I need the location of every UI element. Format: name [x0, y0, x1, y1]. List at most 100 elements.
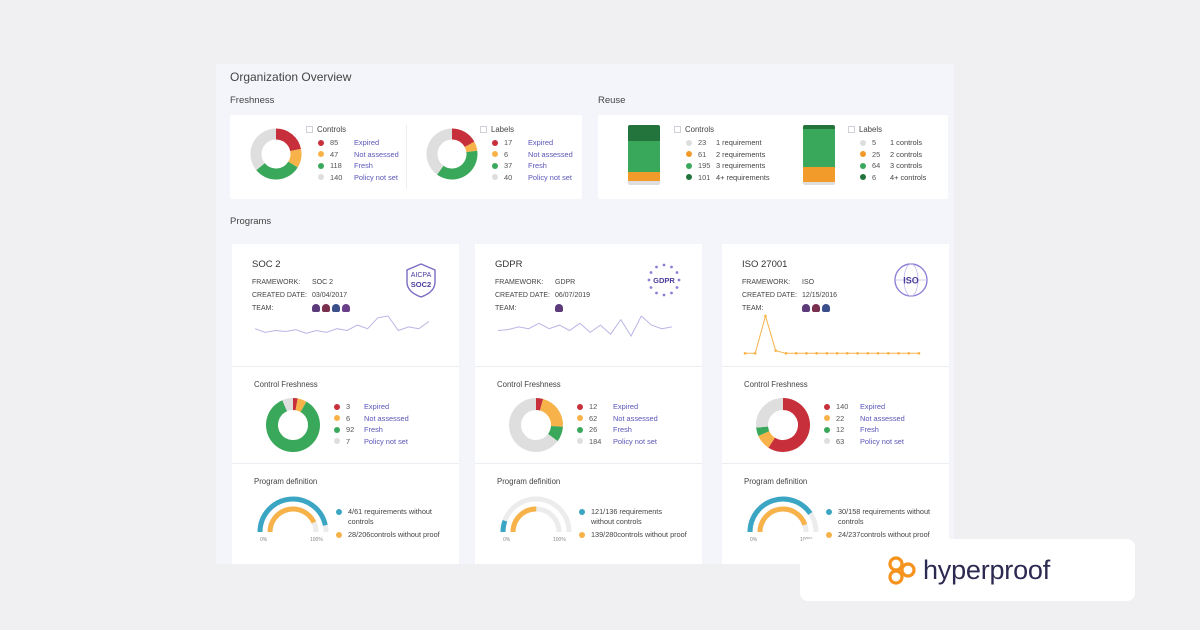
legend-dot — [334, 415, 340, 422]
team-avatar[interactable] — [812, 304, 820, 312]
legend-item[interactable]: 6 Not assessed — [334, 413, 409, 425]
legend-item[interactable]: 140 Expired — [824, 401, 905, 413]
legend-item[interactable]: 25 2 controls — [860, 149, 926, 161]
legend-label: Policy not set — [364, 436, 408, 446]
legend-item[interactable]: 5 1 controls — [860, 137, 926, 149]
legend-item-proof[interactable]: 139/280controls without proof — [579, 530, 687, 540]
legend-label: Policy not set — [528, 172, 572, 182]
legend-item[interactable]: 101 4+ requirements — [686, 172, 770, 184]
team-avatar[interactable] — [312, 304, 320, 312]
program-meta: FRAMEWORK: ISO CREATED DATE: 12/15/2016 TE… — [742, 276, 837, 315]
program-title[interactable]: ISO 27001 — [742, 259, 788, 270]
legend-item[interactable]: 6 Not assessed — [492, 149, 573, 161]
legend-item[interactable]: 85 Expired — [318, 137, 399, 149]
team-avatar[interactable] — [802, 304, 810, 312]
controls-freshness-donut — [250, 128, 302, 180]
trend-point — [866, 352, 870, 355]
legend-item[interactable]: 26 Fresh — [577, 424, 658, 436]
legend-item[interactable]: 92 Fresh — [334, 424, 409, 436]
legend-dot — [334, 438, 340, 445]
legend-dot — [860, 162, 866, 169]
team-avatar[interactable] — [555, 304, 563, 312]
legend-item[interactable]: 7 Policy not set — [334, 436, 409, 448]
legend-label: 3 controls — [890, 161, 923, 170]
legend-label: Not assessed — [364, 413, 409, 423]
legend-item[interactable]: 22 Not assessed — [824, 413, 905, 425]
trend-point — [815, 352, 818, 355]
programs-section-label: Programs — [230, 216, 272, 227]
checkbox-icon[interactable] — [480, 126, 487, 133]
legend-label: Fresh — [354, 161, 373, 170]
legend-item[interactable]: 140 Policy not set — [318, 172, 399, 184]
legend-item[interactable]: 61 2 requirements — [686, 149, 770, 161]
legend-item[interactable]: 62 Not assessed — [577, 413, 658, 425]
donut-slice-not-assessed — [295, 398, 307, 413]
proof-gauge-fill — [757, 506, 808, 533]
legend-label: 2 requirements — [716, 149, 766, 159]
legend-item[interactable]: 12 Expired — [577, 401, 658, 413]
legend-item-requirements[interactable]: 121/136 requirements without controls — [579, 507, 687, 527]
legend-item[interactable]: 40 Policy not set — [492, 172, 573, 184]
program-title[interactable]: SOC 2 — [252, 259, 281, 270]
legend-item-proof[interactable]: 28/206controls without proof — [336, 530, 444, 540]
legend-item[interactable]: 63 Policy not set — [824, 436, 905, 448]
checkbox-icon[interactable] — [306, 126, 313, 133]
legend-item[interactable]: 6 4+ controls — [860, 172, 926, 184]
stack-segment-1 — [803, 125, 835, 129]
legend-dot — [579, 509, 585, 515]
control-freshness-donut — [756, 398, 810, 452]
program-definition-title: Program definition — [254, 477, 318, 486]
checkbox-icon[interactable] — [674, 126, 681, 133]
program-card-iso-27001[interactable]: ISO 27001 ISO FRAMEWORK: ISO CREATED DATE… — [722, 244, 949, 564]
legend-item[interactable]: 3 Expired — [334, 401, 409, 413]
donut-slice-policy-not-set — [282, 398, 294, 412]
legend-item-requirements[interactable]: 30/158 requirements without controls — [826, 507, 934, 527]
legend-value: 118 — [330, 161, 342, 170]
team-avatar[interactable] — [332, 304, 340, 312]
trend-point — [753, 352, 757, 355]
legend-value: 6 — [872, 172, 877, 182]
program-definition-title: Program definition — [497, 477, 561, 486]
trend-point — [764, 314, 767, 318]
legend-item[interactable]: 195 3 requirements — [686, 160, 770, 172]
legend-item-requirements[interactable]: 4/61 requirements without controls — [336, 507, 444, 527]
program-title[interactable]: GDPR — [495, 259, 523, 270]
program-definition-gauge — [257, 496, 329, 533]
proof-text: 28/206controls without proof — [348, 530, 440, 539]
legend-item[interactable]: 47 Not assessed — [318, 149, 399, 161]
legend-item-proof[interactable]: 24/237controls without proof — [826, 530, 934, 540]
legend-value: 6 — [504, 149, 509, 159]
created-key: CREATED DATE: — [742, 292, 797, 299]
control-freshness-legend: 140 Expired 22 Not assessed 12 Fresh 63 Policy … — [824, 401, 905, 447]
legend-item[interactable]: 184 Policy not set — [577, 436, 658, 448]
donut-slice-fresh — [266, 400, 320, 452]
svg-text:GDPR: GDPR — [653, 276, 675, 285]
program-card-gdpr[interactable]: GDPR GDPR FRAMEWORK: GDPR CREATED DATE: 06… — [475, 244, 702, 564]
legend-item[interactable]: 17 Expired — [492, 137, 573, 149]
team-avatar[interactable] — [822, 304, 830, 312]
trend-point — [856, 352, 859, 355]
legend-item[interactable]: 64 3 controls — [860, 160, 926, 172]
donut-slice-policy-not-set — [756, 398, 784, 428]
trend-point — [825, 352, 829, 355]
team-avatars — [802, 302, 830, 315]
program-card-soc-2[interactable]: SOC 2 AICPA SOC2 FRAMEWORK: SOC 2 CREATED … — [232, 244, 459, 564]
team-avatar[interactable] — [342, 304, 350, 312]
legend-dot — [686, 151, 692, 158]
team-avatar[interactable] — [322, 304, 330, 312]
stack-segment-1 — [628, 125, 660, 141]
legend-item[interactable]: 23 1 requirement — [686, 137, 770, 149]
legend-dot — [826, 532, 832, 538]
legend-item[interactable]: 37 Fresh — [492, 160, 573, 172]
trend-point — [897, 352, 900, 355]
stack-segment-3 — [803, 166, 835, 182]
stack-segment-3 — [628, 171, 660, 182]
legend-item[interactable]: 118 Fresh — [318, 160, 399, 172]
created-value: 03/04/2017 — [312, 292, 348, 299]
checkbox-icon[interactable] — [848, 126, 855, 133]
legend-value: 12 — [589, 402, 598, 411]
legend-item[interactable]: 12 Fresh — [824, 424, 905, 436]
framework-value: GDPR — [555, 279, 576, 286]
requirements-gauge-fill — [257, 496, 328, 533]
